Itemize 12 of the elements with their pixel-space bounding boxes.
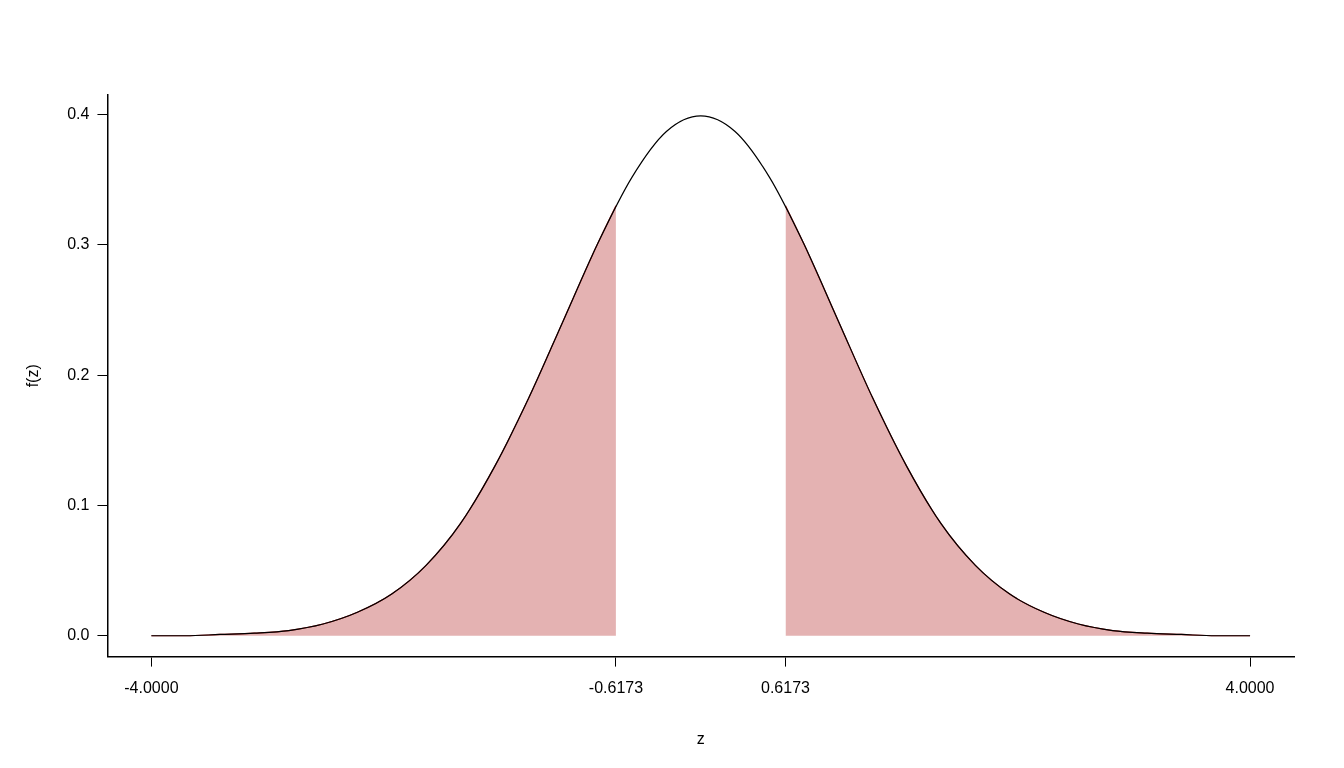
y-tick-label: 0.2: [67, 365, 90, 383]
y-tick-label: 0.4: [67, 104, 90, 122]
y-axis-title: f(z): [24, 364, 42, 388]
y-tick-label: 0.3: [67, 235, 90, 253]
x-tick-label: -0.6173: [588, 678, 644, 696]
line-series: [150, 115, 1251, 637]
x-tick-label: -4.0000: [124, 678, 179, 696]
y-tick-label: 0.1: [67, 495, 90, 513]
x-tick-label: 4.0000: [1225, 678, 1275, 696]
x-axis-title: z: [696, 729, 705, 747]
x-tick-label: 0.6173: [761, 678, 811, 696]
y-tick-label: 0.0: [67, 626, 90, 644]
